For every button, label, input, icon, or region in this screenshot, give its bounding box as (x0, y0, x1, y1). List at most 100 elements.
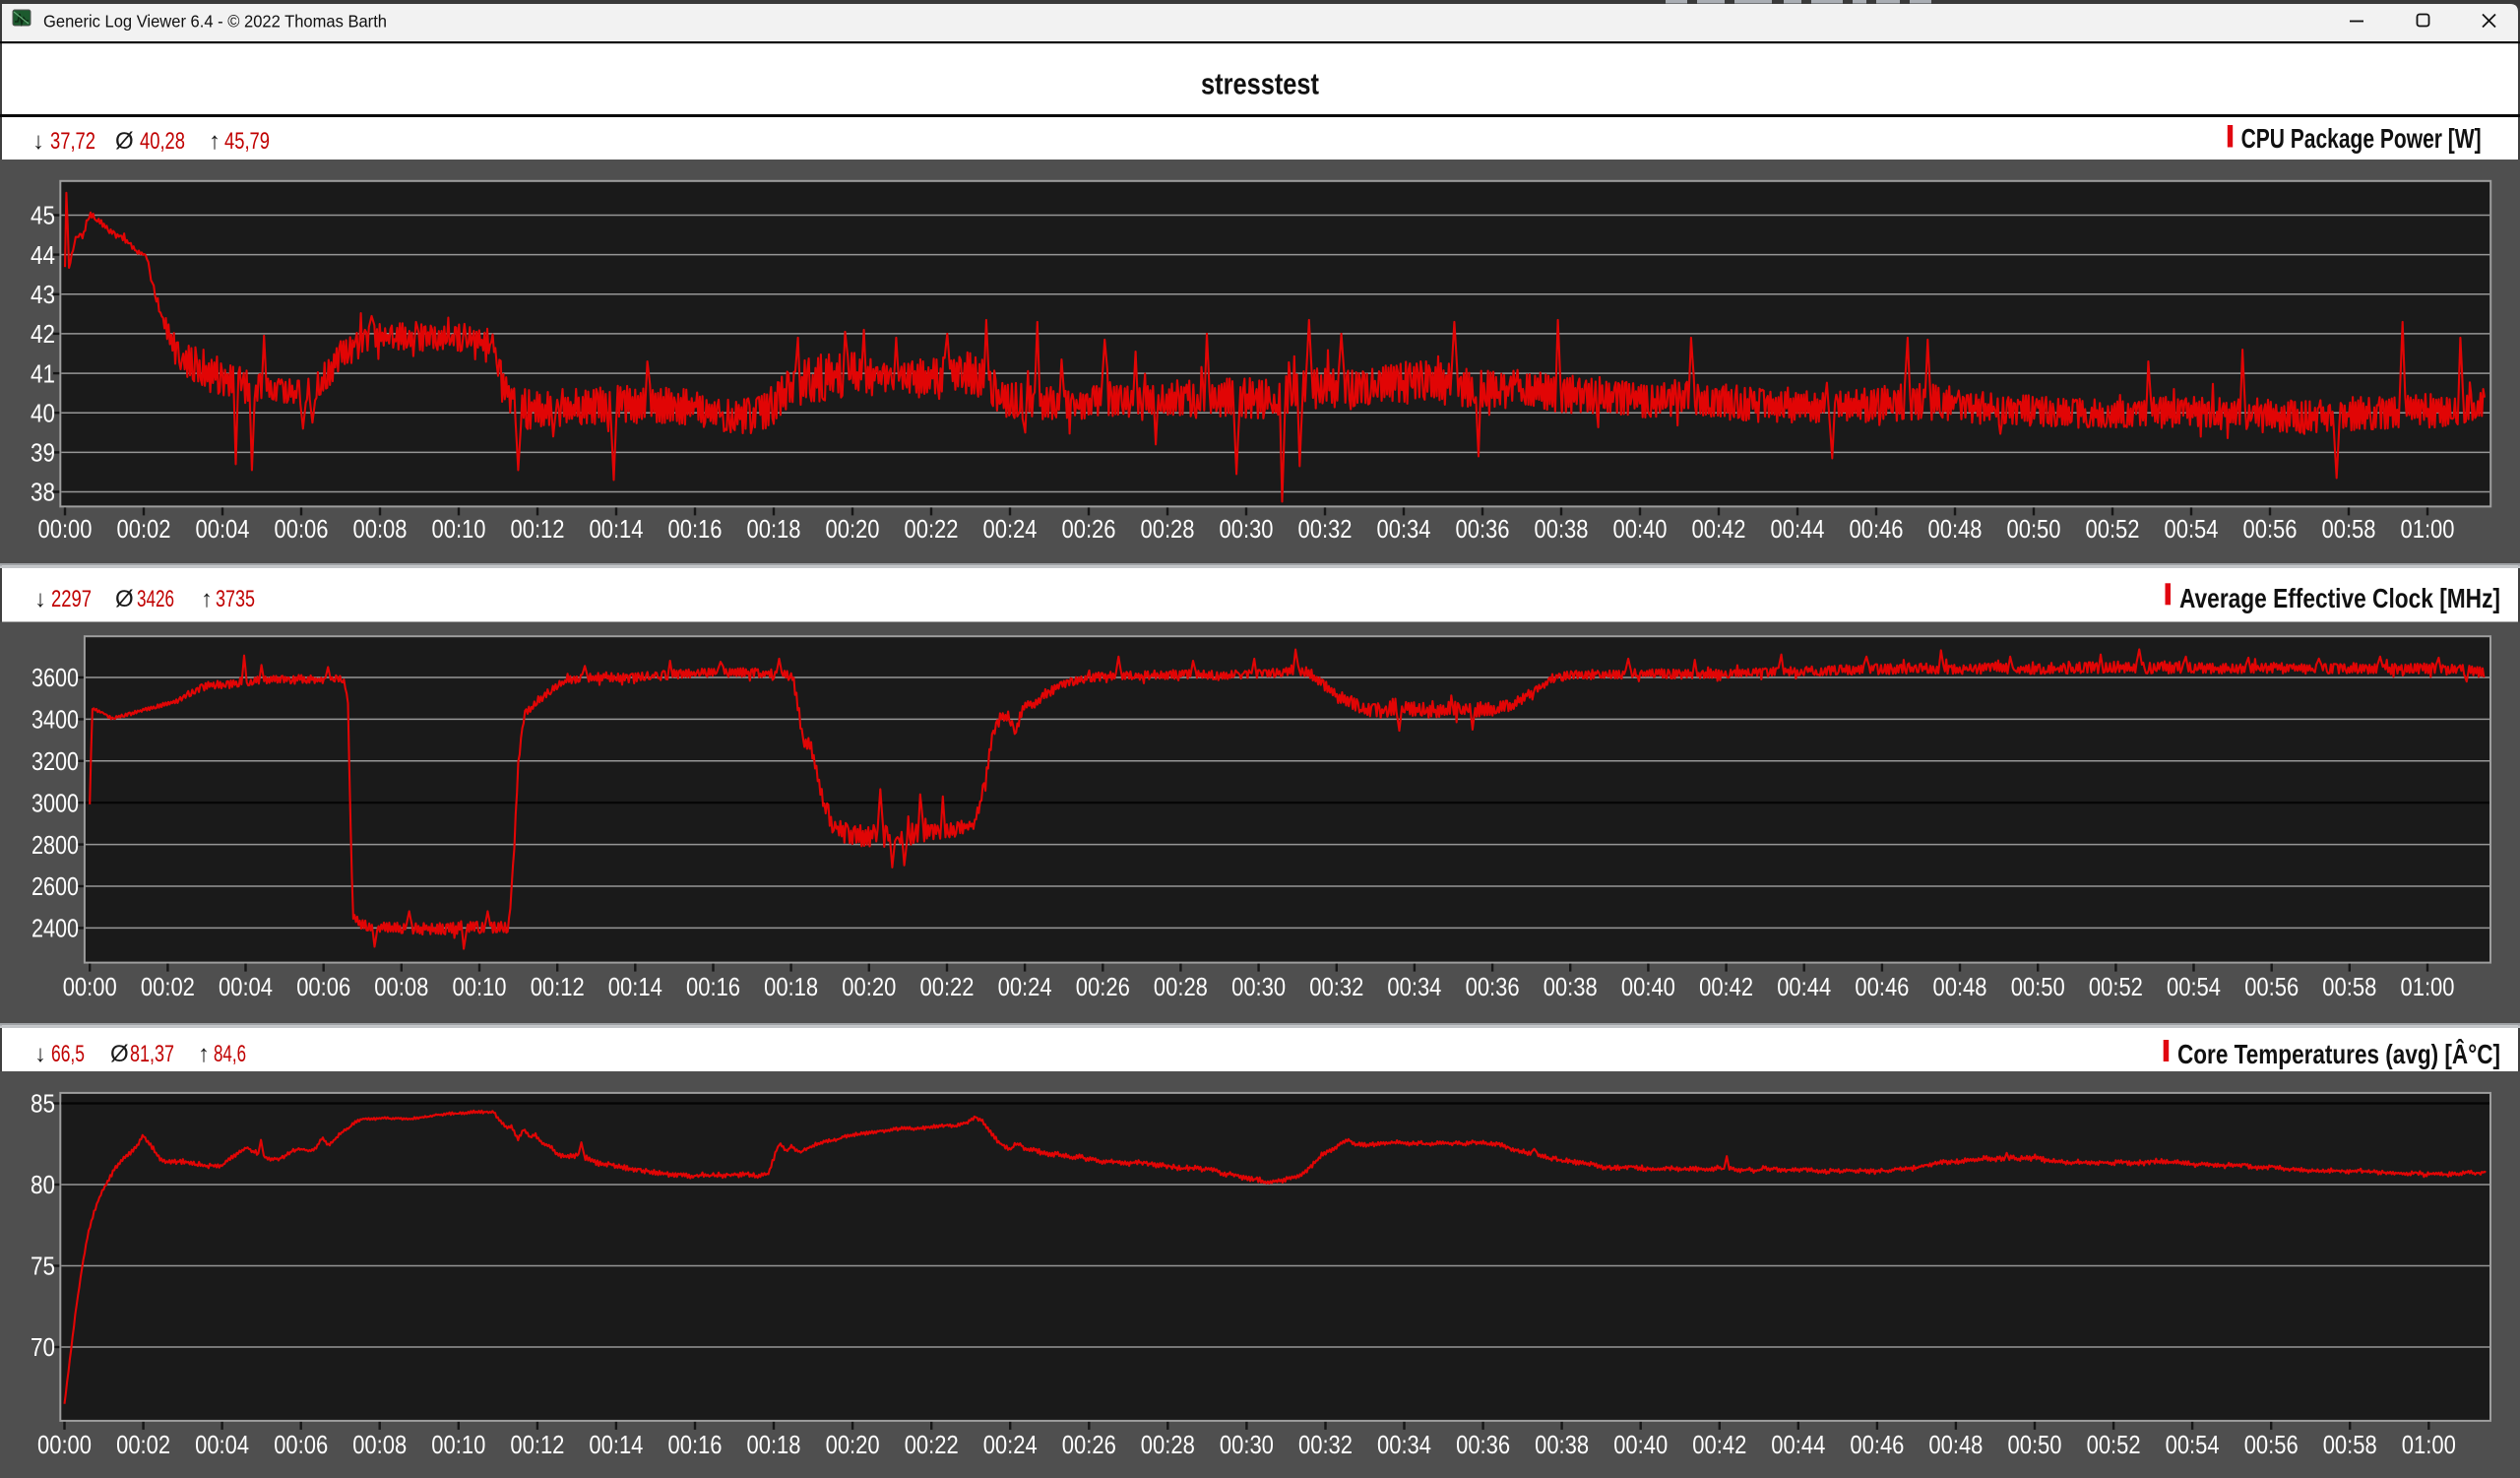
svg-text:2400: 2400 (32, 916, 79, 943)
svg-text:stresstest: stresstest (1201, 67, 1319, 101)
svg-text:00:02: 00:02 (117, 516, 171, 544)
svg-text:Generic Log Viewer 6.4 - © 202: Generic Log Viewer 6.4 - © 2022 Thomas B… (43, 12, 387, 32)
svg-text:00:08: 00:08 (374, 974, 428, 1001)
svg-text:00:22: 00:22 (905, 516, 959, 544)
svg-text:00:38: 00:38 (1544, 974, 1598, 1001)
svg-text:3000: 3000 (32, 790, 79, 817)
svg-text:00:14: 00:14 (608, 974, 662, 1001)
svg-text:00:28: 00:28 (1141, 516, 1195, 544)
svg-text:00:18: 00:18 (747, 516, 801, 544)
svg-text:00:46: 00:46 (1850, 1432, 1904, 1459)
svg-text:3600: 3600 (32, 665, 79, 692)
svg-text:00:58: 00:58 (2322, 974, 2376, 1001)
svg-text:00:22: 00:22 (920, 974, 975, 1001)
svg-text:00:44: 00:44 (1777, 974, 1831, 1001)
svg-text:00:20: 00:20 (842, 974, 896, 1001)
svg-text:00:48: 00:48 (1933, 974, 1987, 1001)
svg-text:2800: 2800 (32, 832, 79, 860)
svg-text:00:04: 00:04 (195, 1432, 249, 1459)
svg-text:00:56: 00:56 (2244, 1432, 2299, 1459)
svg-text:00:24: 00:24 (983, 1432, 1038, 1459)
svg-text:00:42: 00:42 (1699, 974, 1753, 1001)
svg-text:00:00: 00:00 (38, 516, 93, 544)
svg-text:00:14: 00:14 (589, 1432, 643, 1459)
svg-text:00:42: 00:42 (1692, 516, 1746, 544)
svg-text:40: 40 (31, 400, 55, 427)
svg-text:00:28: 00:28 (1141, 1432, 1195, 1459)
svg-text:00:32: 00:32 (1309, 974, 1363, 1001)
svg-text:00:44: 00:44 (1771, 1432, 1825, 1459)
svg-text:Core Temperatures (avg) [Â°C]: Core Temperatures (avg) [Â°C] (2177, 1039, 2500, 1069)
svg-text:39: 39 (31, 440, 55, 468)
svg-text:00:48: 00:48 (1928, 1432, 1983, 1459)
svg-text:00:58: 00:58 (2323, 1432, 2377, 1459)
svg-text:84,6: 84,6 (214, 1041, 246, 1067)
svg-text:81,37: 81,37 (130, 1041, 174, 1067)
svg-text:00:32: 00:32 (1298, 1432, 1353, 1459)
svg-text:40,28: 40,28 (140, 128, 185, 155)
svg-text:00:18: 00:18 (764, 974, 818, 1001)
svg-text:45,79: 45,79 (224, 128, 270, 155)
svg-text:↓: ↓ (34, 1041, 46, 1067)
svg-text:00:22: 00:22 (905, 1432, 959, 1459)
svg-text:00:26: 00:26 (1062, 516, 1116, 544)
svg-text:00:00: 00:00 (63, 974, 117, 1001)
svg-text:00:20: 00:20 (826, 1432, 880, 1459)
svg-text:00:44: 00:44 (1771, 516, 1825, 544)
svg-text:44: 44 (31, 242, 55, 270)
svg-text:CPU Package Power [W]: CPU Package Power [W] (2241, 123, 2482, 154)
svg-text:00:30: 00:30 (1220, 1432, 1274, 1459)
svg-text:00:12: 00:12 (510, 1432, 564, 1459)
svg-text:00:24: 00:24 (983, 516, 1038, 544)
svg-text:70: 70 (31, 1334, 55, 1362)
svg-text:00:16: 00:16 (668, 1432, 723, 1459)
svg-text:00:46: 00:46 (1850, 516, 1904, 544)
svg-text:00:12: 00:12 (511, 516, 565, 544)
svg-text:00:56: 00:56 (2244, 974, 2299, 1001)
svg-text:00:38: 00:38 (1535, 1432, 1589, 1459)
svg-text:00:14: 00:14 (590, 516, 644, 544)
svg-text:01:00: 01:00 (2401, 974, 2455, 1001)
svg-text:00:10: 00:10 (431, 1432, 485, 1459)
svg-text:00:10: 00:10 (432, 516, 486, 544)
svg-text:00:32: 00:32 (1298, 516, 1353, 544)
svg-text:00:08: 00:08 (353, 516, 408, 544)
svg-text:00:08: 00:08 (352, 1432, 407, 1459)
svg-text:43: 43 (31, 282, 55, 309)
svg-text:00:30: 00:30 (1231, 974, 1286, 1001)
svg-text:37,72: 37,72 (50, 128, 95, 155)
svg-text:3400: 3400 (32, 707, 79, 735)
svg-text:00:40: 00:40 (1613, 1432, 1668, 1459)
svg-text:00:24: 00:24 (998, 974, 1052, 1001)
svg-text:00:52: 00:52 (2089, 974, 2143, 1001)
svg-text:↓: ↓ (34, 586, 46, 612)
svg-text:85: 85 (31, 1091, 55, 1119)
svg-text:00:28: 00:28 (1154, 974, 1208, 1001)
svg-text:80: 80 (31, 1172, 55, 1199)
svg-text:00:36: 00:36 (1456, 1432, 1510, 1459)
svg-text:↓: ↓ (32, 128, 44, 155)
svg-text:00:00: 00:00 (37, 1432, 92, 1459)
svg-text:↑: ↑ (209, 128, 220, 155)
svg-text:38: 38 (31, 480, 55, 507)
svg-text:Ø: Ø (115, 586, 134, 612)
svg-text:00:54: 00:54 (2165, 516, 2219, 544)
svg-text:00:02: 00:02 (116, 1432, 170, 1459)
svg-text:41: 41 (31, 360, 55, 388)
svg-text:00:56: 00:56 (2243, 516, 2298, 544)
svg-text:00:40: 00:40 (1621, 974, 1675, 1001)
svg-text:01:00: 01:00 (2401, 516, 2455, 544)
svg-text:00:10: 00:10 (453, 974, 507, 1001)
svg-text:00:34: 00:34 (1377, 1432, 1431, 1459)
svg-text:↑: ↑ (198, 1041, 210, 1067)
svg-text:00:52: 00:52 (2086, 516, 2140, 544)
svg-text:00:54: 00:54 (2167, 974, 2221, 1001)
svg-text:00:20: 00:20 (826, 516, 880, 544)
svg-text:66,5: 66,5 (51, 1041, 85, 1067)
svg-text:3426: 3426 (137, 586, 174, 612)
svg-text:00:50: 00:50 (2011, 974, 2065, 1001)
svg-text:00:16: 00:16 (668, 516, 723, 544)
svg-text:3200: 3200 (32, 748, 79, 776)
svg-text:00:52: 00:52 (2087, 1432, 2141, 1459)
svg-text:00:40: 00:40 (1613, 516, 1668, 544)
